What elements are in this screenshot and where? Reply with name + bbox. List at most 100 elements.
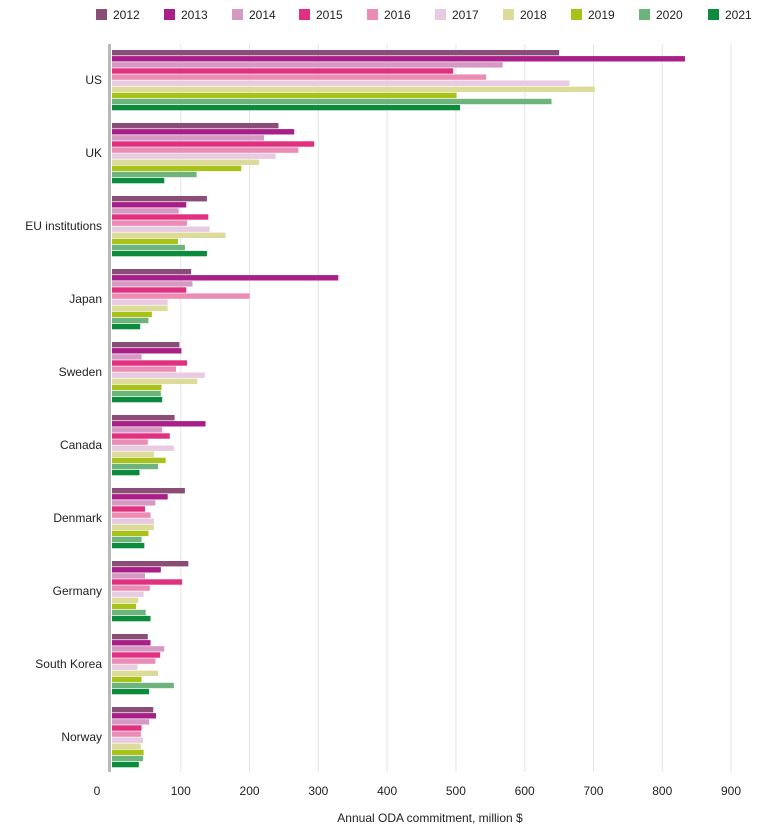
bar-germany-2013: [112, 567, 161, 573]
bar-sweden-2016: [112, 366, 176, 372]
bar-denmark-2014: [112, 500, 156, 506]
x-tick-labels: 0 100 200 300 400 500 600 700 800 900: [94, 784, 742, 798]
legend-label-2017: 2017: [452, 8, 479, 22]
bar-south-korea-2013: [112, 640, 151, 646]
bar-south-korea-2016: [112, 658, 156, 664]
legend-swatch-2019: [571, 9, 582, 20]
gridlines: [180, 44, 732, 772]
bar-japan-2019: [112, 311, 152, 318]
legend-label-2018: 2018: [520, 8, 547, 22]
bar-sweden-2015: [112, 360, 187, 366]
legend-swatch-2012: [96, 9, 107, 20]
bars: [112, 50, 685, 768]
bar-canada-2019: [112, 457, 166, 464]
bar-eu-institutions-2012: [112, 196, 207, 202]
legend-label-2019: 2019: [588, 8, 615, 22]
category-labels: US UK EU institutions Japan Sweden Canada Denm…: [25, 73, 103, 744]
bar-japan-2017: [112, 299, 168, 305]
bar-canada-2015: [112, 433, 170, 439]
bar-denmark-2016: [112, 512, 151, 518]
bar-denmark-2017: [112, 518, 154, 524]
bar-south-korea-2017: [112, 664, 138, 670]
legend-label-2015: 2015: [316, 8, 343, 22]
bar-sweden-2021: [112, 396, 163, 403]
bar-germany-2019: [112, 603, 137, 610]
legend-label-2014: 2014: [249, 8, 276, 22]
bar-japan-2021: [112, 323, 141, 330]
legend-label-2013: 2013: [181, 8, 208, 22]
bar-south-korea-2019: [112, 676, 142, 683]
bar-us-2016: [112, 74, 487, 80]
bar-eu-institutions-2021: [112, 250, 207, 257]
category-label-eu-institutions: EU institutions: [25, 219, 102, 233]
y-axis-line: [108, 44, 111, 772]
bar-sweden-2014: [112, 354, 142, 360]
bar-japan-2020: [112, 317, 149, 324]
x-tick-700: 700: [583, 784, 603, 798]
bar-sweden-2012: [112, 342, 180, 348]
bar-canada-2021: [112, 469, 140, 476]
bar-canada-2017: [112, 445, 174, 451]
legend-swatch-2016: [367, 9, 378, 20]
bar-south-korea-2021: [112, 688, 150, 695]
bar-us-2021: [112, 104, 461, 111]
bar-south-korea-2012: [112, 634, 148, 640]
bar-south-korea-2020: [112, 682, 174, 689]
bar-japan-2016: [112, 293, 250, 299]
bar-denmark-2021: [112, 542, 145, 549]
x-tick-200: 200: [240, 784, 260, 798]
bar-japan-2013: [112, 275, 339, 281]
x-tick-100: 100: [171, 784, 191, 798]
bar-germany-2014: [112, 573, 146, 579]
bar-us-2013: [112, 56, 685, 62]
legend-swatch-2017: [435, 9, 446, 20]
bar-norway-2013: [112, 713, 157, 719]
legend-swatch-2021: [708, 9, 719, 20]
bar-sweden-2013: [112, 348, 182, 354]
bar-norway-2014: [112, 719, 150, 725]
bar-sweden-2017: [112, 372, 205, 378]
bar-eu-institutions-2020: [112, 244, 185, 251]
bar-denmark-2015: [112, 506, 146, 512]
category-label-germany: Germany: [53, 584, 102, 598]
category-label-norway: Norway: [61, 730, 102, 744]
bar-japan-2015: [112, 287, 187, 293]
bar-norway-2018: [112, 743, 141, 749]
bar-sweden-2018: [112, 378, 198, 384]
x-tick-600: 600: [515, 784, 535, 798]
bar-norway-2016: [112, 731, 141, 737]
bar-denmark-2013: [112, 494, 168, 500]
bar-denmark-2012: [112, 488, 185, 494]
category-label-canada: Canada: [60, 438, 102, 452]
bar-canada-2013: [112, 421, 206, 427]
bar-uk-2013: [112, 129, 295, 135]
legend-swatch-2014: [232, 9, 243, 20]
bar-us-2017: [112, 80, 570, 86]
bar-uk-2015: [112, 141, 315, 147]
bar-uk-2021: [112, 177, 165, 184]
bar-denmark-2018: [112, 524, 154, 530]
category-label-us: US: [85, 73, 102, 87]
bar-eu-institutions-2018: [112, 232, 226, 238]
legend-swatch-2018: [503, 9, 514, 20]
bar-norway-2015: [112, 725, 142, 731]
bar-eu-institutions-2014: [112, 208, 179, 214]
category-label-uk: UK: [85, 146, 102, 160]
bar-japan-2014: [112, 281, 193, 287]
bar-germany-2020: [112, 609, 146, 616]
bar-germany-2021: [112, 615, 151, 622]
x-axis-label: Annual ODA commitment, million $: [337, 811, 523, 825]
bar-germany-2012: [112, 561, 189, 567]
x-tick-400: 400: [377, 784, 397, 798]
bar-germany-2016: [112, 585, 150, 591]
bar-germany-2018: [112, 597, 139, 603]
bar-us-2019: [112, 92, 457, 99]
bar-eu-institutions-2016: [112, 220, 187, 226]
bar-canada-2012: [112, 415, 175, 421]
bar-canada-2014: [112, 427, 163, 433]
bar-norway-2017: [112, 737, 143, 743]
legend-label-2012: 2012: [113, 8, 140, 22]
legend: 2012 2013 2014 2015 2016 2017 2018 2019 2020 2021: [96, 8, 752, 22]
bar-uk-2014: [112, 135, 265, 141]
bar-norway-2021: [112, 761, 139, 768]
